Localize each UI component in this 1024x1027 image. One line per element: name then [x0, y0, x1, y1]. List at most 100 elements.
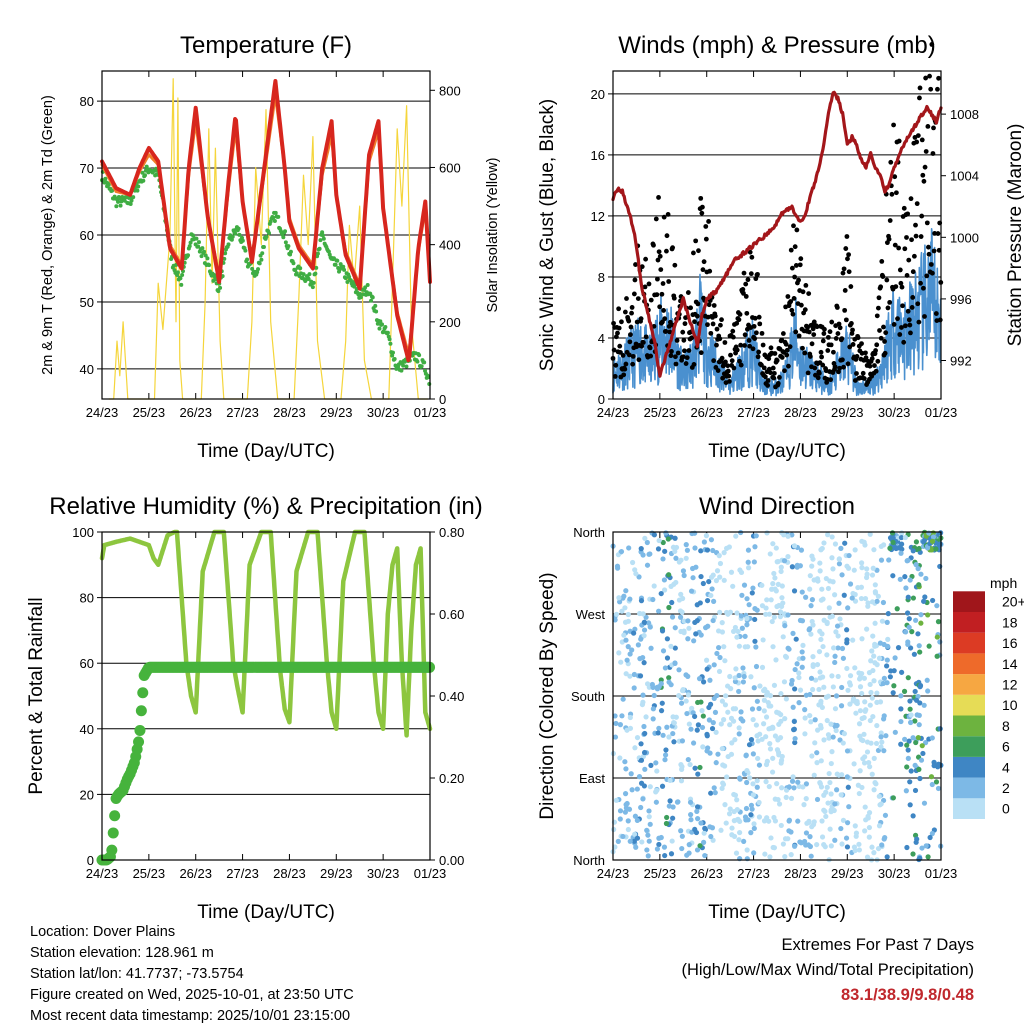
gust-point [877, 328, 882, 333]
direction-point [643, 614, 649, 620]
direction-point [737, 567, 743, 573]
direction-point [779, 583, 785, 589]
direction-point [871, 653, 877, 659]
dewpoint-point [245, 257, 250, 262]
direction-point [656, 608, 662, 614]
direction-point [624, 657, 630, 663]
dewpoint-point [186, 253, 191, 258]
direction-point [658, 708, 665, 714]
direction-point [645, 853, 651, 859]
direction-point [933, 546, 939, 552]
colorbar-title: mph [990, 575, 1017, 591]
direction-point [927, 834, 933, 841]
gust-point [919, 137, 925, 143]
direction-point [677, 608, 684, 614]
gust-point [847, 344, 853, 350]
dewpoint-point [293, 268, 298, 273]
dewpoint-point [178, 276, 183, 281]
direction-point [627, 596, 633, 602]
direction-point [763, 692, 770, 698]
gust-point [629, 310, 634, 316]
gust-point [878, 284, 884, 290]
direction-point [625, 818, 631, 824]
direction-point [858, 595, 865, 602]
gust-point [797, 262, 803, 268]
direction-point [770, 581, 776, 587]
gust-point [657, 253, 663, 259]
direction-point [745, 565, 752, 571]
direction-point [929, 735, 935, 741]
humidity-ytick-label: 60 [80, 656, 94, 671]
direction-point [622, 759, 628, 765]
gust-point [708, 330, 714, 336]
direction-point [917, 684, 923, 690]
dewpoint-point [191, 233, 196, 238]
rainfall-point [109, 810, 121, 822]
direction-point [733, 850, 740, 856]
direction-point [708, 537, 715, 543]
rainfall-point [137, 687, 149, 699]
direction-point [694, 727, 700, 733]
gust-point [917, 95, 922, 101]
dewpoint-point [335, 258, 340, 263]
gust-point [741, 270, 747, 276]
gust-point [809, 341, 815, 347]
direction-point [671, 720, 677, 726]
direction-point [834, 623, 841, 629]
humidity-ytick-label: 40 [80, 722, 94, 737]
direction-point [738, 709, 744, 715]
direction-point [780, 634, 786, 640]
direction-point [778, 711, 784, 718]
direction-point [654, 686, 661, 692]
dewpoint-point [294, 271, 299, 276]
gust-point [897, 332, 903, 337]
temperature-ytick-label: 40 [80, 362, 94, 377]
dewpoint-point [141, 178, 146, 183]
direction-point [632, 745, 638, 751]
direction-point [775, 581, 781, 588]
dewpoint-point [237, 232, 242, 237]
gust-point [911, 253, 917, 259]
direction-point [810, 663, 816, 670]
direction-point [647, 821, 653, 827]
rainfall-point [107, 827, 119, 839]
direction-point [836, 556, 842, 562]
direction-point [809, 597, 816, 603]
direction-point [623, 637, 629, 643]
direction-point [658, 590, 664, 597]
dewpoint-point [358, 295, 363, 300]
gust-point [889, 191, 895, 197]
direction-point [656, 725, 662, 731]
gust-point [835, 331, 841, 336]
direction-point [684, 852, 690, 858]
gust-point [622, 366, 628, 372]
gust-point [841, 364, 846, 370]
gust-point [640, 340, 646, 345]
humidity-ytick-label: 100 [72, 525, 94, 540]
direction-point [669, 614, 676, 620]
temperature-ytick-right-label: 200 [439, 315, 461, 330]
direction-point [866, 759, 872, 766]
direction-point [847, 581, 854, 587]
direction-point [638, 804, 644, 811]
direction-point [840, 817, 847, 823]
direction-point [870, 667, 876, 674]
gust-point [661, 308, 667, 313]
gust-point [740, 287, 746, 292]
direction-point [737, 818, 743, 825]
direction-point [769, 618, 775, 625]
dewpoint-point [365, 283, 370, 288]
gust-point [742, 343, 747, 348]
gust-point [806, 291, 812, 296]
direction-point [627, 838, 633, 844]
direction-point [621, 593, 627, 599]
direction-point [871, 547, 877, 553]
direction-point [706, 717, 712, 723]
direction-point [643, 714, 649, 720]
direction-point [841, 731, 848, 737]
direction-point [864, 566, 870, 572]
direction-point [838, 703, 845, 709]
direction-point [690, 565, 696, 572]
direction-point [810, 556, 816, 562]
gust-point [612, 374, 618, 379]
